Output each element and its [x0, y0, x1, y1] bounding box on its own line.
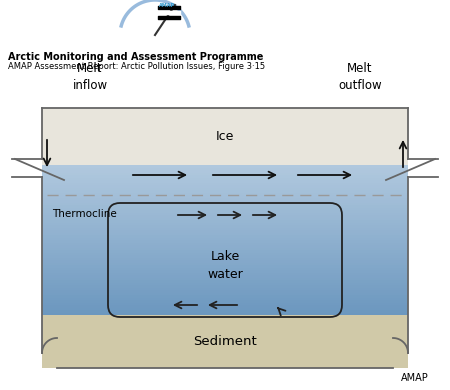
Polygon shape	[42, 278, 408, 281]
Polygon shape	[42, 235, 408, 239]
Polygon shape	[42, 238, 408, 241]
Polygon shape	[42, 202, 408, 206]
Polygon shape	[42, 312, 408, 316]
Polygon shape	[42, 227, 408, 231]
Polygon shape	[42, 240, 408, 243]
Polygon shape	[42, 273, 408, 276]
Polygon shape	[42, 310, 408, 314]
Polygon shape	[42, 210, 408, 213]
Polygon shape	[42, 268, 408, 271]
Text: Thermocline: Thermocline	[52, 209, 117, 219]
Polygon shape	[42, 305, 408, 308]
Text: Melt
inflow: Melt inflow	[72, 62, 108, 92]
Polygon shape	[42, 257, 408, 261]
Polygon shape	[42, 207, 408, 211]
Polygon shape	[42, 275, 408, 278]
Text: Ice: Ice	[216, 130, 234, 143]
Polygon shape	[42, 252, 408, 256]
Polygon shape	[42, 183, 408, 186]
Text: Sediment: Sediment	[193, 335, 257, 348]
Polygon shape	[42, 180, 408, 184]
Polygon shape	[42, 177, 408, 181]
Polygon shape	[42, 230, 408, 234]
Polygon shape	[42, 185, 408, 188]
Polygon shape	[42, 205, 408, 209]
Polygon shape	[42, 243, 408, 246]
Polygon shape	[42, 282, 408, 286]
Polygon shape	[42, 270, 408, 273]
Polygon shape	[42, 290, 408, 294]
Polygon shape	[42, 303, 408, 306]
Polygon shape	[42, 220, 408, 223]
Polygon shape	[42, 250, 408, 254]
Polygon shape	[42, 175, 408, 179]
Polygon shape	[42, 195, 408, 199]
Polygon shape	[42, 193, 408, 196]
Polygon shape	[42, 260, 408, 264]
Text: AMAP Assessment Report: Arctic Pollution Issues, Figure 3·15: AMAP Assessment Report: Arctic Pollution…	[8, 62, 265, 71]
Text: Lake
water: Lake water	[207, 250, 243, 280]
Polygon shape	[42, 255, 408, 259]
Polygon shape	[42, 300, 408, 303]
Polygon shape	[42, 197, 408, 201]
Polygon shape	[42, 170, 408, 174]
Polygon shape	[42, 292, 408, 296]
Polygon shape	[42, 165, 408, 168]
Polygon shape	[42, 200, 408, 204]
Text: AMAP: AMAP	[401, 373, 429, 383]
Polygon shape	[42, 287, 408, 291]
Polygon shape	[42, 232, 408, 236]
Polygon shape	[42, 295, 408, 298]
Polygon shape	[42, 285, 408, 289]
Polygon shape	[42, 108, 408, 165]
Polygon shape	[42, 215, 408, 218]
Polygon shape	[42, 225, 408, 229]
Polygon shape	[42, 298, 408, 301]
Text: AMAP: AMAP	[159, 3, 175, 8]
Polygon shape	[42, 213, 408, 216]
Polygon shape	[42, 218, 408, 221]
Polygon shape	[42, 262, 408, 266]
Polygon shape	[42, 167, 408, 171]
Polygon shape	[42, 265, 408, 268]
Text: Melt
outflow: Melt outflow	[338, 62, 382, 92]
Polygon shape	[42, 188, 408, 191]
Polygon shape	[42, 248, 408, 251]
Polygon shape	[42, 190, 408, 193]
Polygon shape	[42, 172, 408, 176]
Polygon shape	[42, 245, 408, 248]
Polygon shape	[42, 315, 408, 368]
Text: Arctic Monitoring and Assessment Programme: Arctic Monitoring and Assessment Program…	[8, 52, 263, 62]
Polygon shape	[42, 223, 408, 226]
Polygon shape	[42, 307, 408, 311]
Polygon shape	[42, 280, 408, 284]
